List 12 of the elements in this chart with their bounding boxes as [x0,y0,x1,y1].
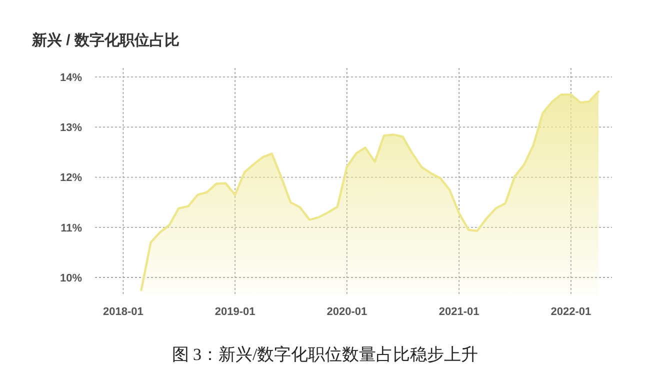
y-tick-label: 14% [60,72,82,84]
x-tick-label: 2019-01 [214,306,256,318]
y-tick-label: 10% [60,272,82,284]
chart-title: 新兴 / 数字化职位占比 [31,31,180,49]
y-tick-label: 13% [60,122,82,134]
caption: 图 3：新兴/数字化职位数量占比稳步上升 [172,345,478,364]
x-tick-label: 2018-01 [103,306,144,318]
x-tick-label: 2021-01 [438,306,480,318]
x-tick-label: 2022-01 [550,306,592,318]
x-tick-label: 2020-01 [326,306,368,318]
y-tick-label: 11% [60,222,82,234]
y-tick-label: 12% [60,172,82,184]
